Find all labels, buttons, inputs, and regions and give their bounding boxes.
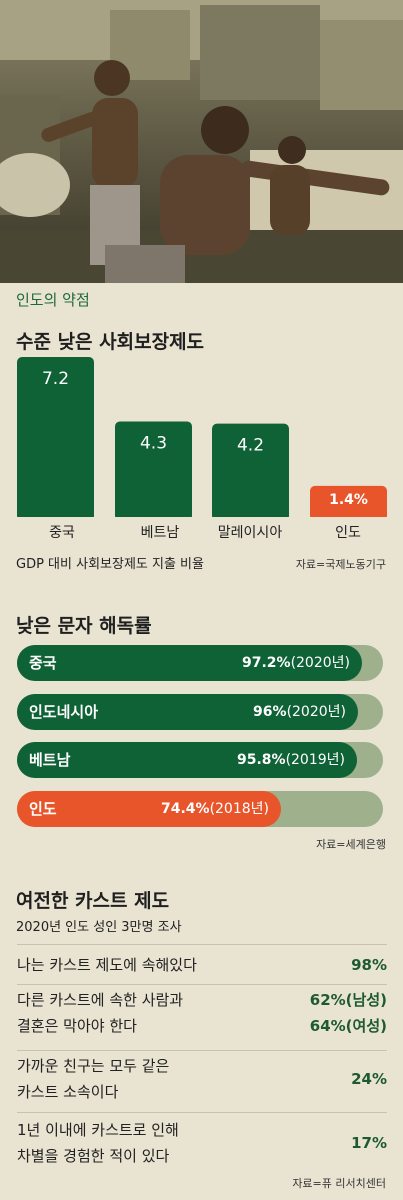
section1-title: 수준 낮은 사회보장제도 (16, 331, 205, 353)
survey-question: 결혼은 막아야 한다 (17, 1017, 137, 1035)
literacy-row: 인도 74.4%(2018년) (17, 791, 383, 827)
survey-row: 가까운 친구는 모두 같은 카스트 소속이다 24% (17, 1050, 387, 1109)
bar-value-label: 4.2 (237, 436, 264, 456)
survey-question: 차별을 경험한 적이 있다 (17, 1147, 170, 1165)
literacy-country: 베트남 (29, 751, 71, 769)
bar-value-label: 7.2 (42, 369, 69, 389)
section3-source: 자료=퓨 리서치센터 (292, 1177, 386, 1190)
literacy-value: 95.8%(2019년) (236, 752, 345, 768)
bar (212, 423, 289, 520)
workers-photo (0, 0, 403, 283)
survey-row: 1년 이내에 카스트로 인해 차별을 경험한 적이 있다 17% (17, 1112, 387, 1171)
bar-baseline (0, 517, 403, 520)
bar-category-label: 중국 (49, 525, 75, 541)
survey-row: 다른 카스트에 속한 사람과 결혼은 막아야 한다 62%(남성) 64%(여성… (17, 984, 387, 1043)
bar (310, 485, 387, 520)
survey-question: 나는 카스트 제도에 속해있다 (17, 956, 197, 974)
literacy-country: 인도 (29, 800, 57, 818)
bar-value-label: 4.3 (140, 433, 167, 453)
literacy-country: 인도네시아 (29, 703, 99, 721)
survey-value: 17% (351, 1134, 387, 1152)
section1-source: 자료=국제노동기구 (295, 558, 386, 571)
section2-title: 낮은 문자 해독률 (16, 615, 152, 637)
social-security-bar-chart: 7.2 4.3 4.2 1.4% (0, 357, 403, 520)
bar (17, 357, 94, 520)
bar-value-label: 1.4% (329, 492, 368, 508)
survey-value: 24% (351, 1070, 387, 1088)
literacy-value: 97.2%(2020년) (241, 655, 350, 671)
survey-question: 카스트 소속이다 (17, 1083, 119, 1101)
literacy-bar (17, 645, 362, 681)
workers-photo-illustration (0, 0, 403, 283)
bar-category-label: 말레이시아 (217, 525, 283, 541)
section3-title: 여전한 카스트 제도 (16, 890, 170, 912)
literacy-bar (17, 791, 281, 827)
bar-category-label: 인도 (335, 525, 361, 541)
literacy-value: 74.4%(2018년) (160, 801, 269, 817)
section3-subtitle: 2020년 인도 성인 3만명 조사 (16, 920, 182, 935)
literacy-bar (17, 694, 358, 730)
survey-question: 1년 이내에 카스트로 인해 (17, 1121, 179, 1139)
bar (115, 421, 192, 520)
survey-value: 64%(여성) (309, 1017, 387, 1035)
literacy-country: 중국 (29, 654, 57, 672)
survey-question: 다른 카스트에 속한 사람과 (17, 991, 184, 1009)
section2-source: 자료=세계은행 (316, 838, 386, 851)
literacy-row: 중국 97.2%(2020년) (17, 645, 383, 681)
literacy-value: 96%(2020년) (253, 704, 346, 720)
survey-value: 98% (351, 956, 387, 974)
section1-kicker: 인도의 약점 (16, 291, 90, 309)
literacy-row: 베트남 95.8%(2019년) (17, 742, 383, 778)
survey-question: 가까운 친구는 모두 같은 (17, 1057, 170, 1075)
survey-value: 62%(남성) (309, 991, 387, 1009)
literacy-row: 인도네시아 96%(2020년) (17, 694, 383, 730)
survey-row: 나는 카스트 제도에 속해있다 98% (17, 944, 387, 985)
section1-note: GDP 대비 사회보장제도 지출 비율 (16, 557, 204, 572)
bar-category-label: 베트남 (140, 525, 180, 541)
literacy-bar (17, 742, 357, 778)
